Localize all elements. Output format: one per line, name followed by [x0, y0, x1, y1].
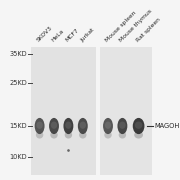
- Text: Mouse thymus: Mouse thymus: [119, 9, 153, 43]
- Text: SKOV3: SKOV3: [36, 26, 54, 43]
- Ellipse shape: [134, 131, 143, 139]
- Text: 15KD: 15KD: [9, 123, 27, 129]
- Text: 35KD: 35KD: [9, 51, 27, 57]
- Text: Jurkat: Jurkat: [79, 27, 95, 43]
- Text: 10KD: 10KD: [9, 154, 27, 160]
- Text: HeLa: HeLa: [50, 29, 65, 43]
- Ellipse shape: [118, 118, 127, 134]
- Ellipse shape: [36, 131, 43, 139]
- Ellipse shape: [36, 122, 43, 129]
- Text: 25KD: 25KD: [9, 80, 27, 86]
- Ellipse shape: [103, 118, 113, 134]
- Ellipse shape: [78, 118, 88, 134]
- Text: Mouse spleen: Mouse spleen: [104, 10, 137, 43]
- Ellipse shape: [79, 131, 87, 139]
- Bar: [100, 47, 152, 175]
- Ellipse shape: [105, 122, 111, 129]
- Bar: [31, 47, 96, 175]
- Ellipse shape: [51, 122, 57, 129]
- Ellipse shape: [104, 131, 112, 139]
- Ellipse shape: [65, 122, 72, 129]
- Ellipse shape: [49, 118, 59, 134]
- Text: Rat spleen: Rat spleen: [135, 17, 161, 43]
- Ellipse shape: [50, 131, 58, 139]
- Ellipse shape: [80, 122, 86, 129]
- Ellipse shape: [35, 118, 45, 134]
- Ellipse shape: [119, 131, 126, 139]
- Text: MCF7: MCF7: [65, 28, 80, 43]
- Text: MAGOH: MAGOH: [155, 123, 180, 129]
- Ellipse shape: [65, 131, 72, 139]
- Ellipse shape: [64, 118, 73, 134]
- Ellipse shape: [133, 118, 144, 134]
- Ellipse shape: [119, 122, 126, 129]
- Ellipse shape: [135, 122, 142, 129]
